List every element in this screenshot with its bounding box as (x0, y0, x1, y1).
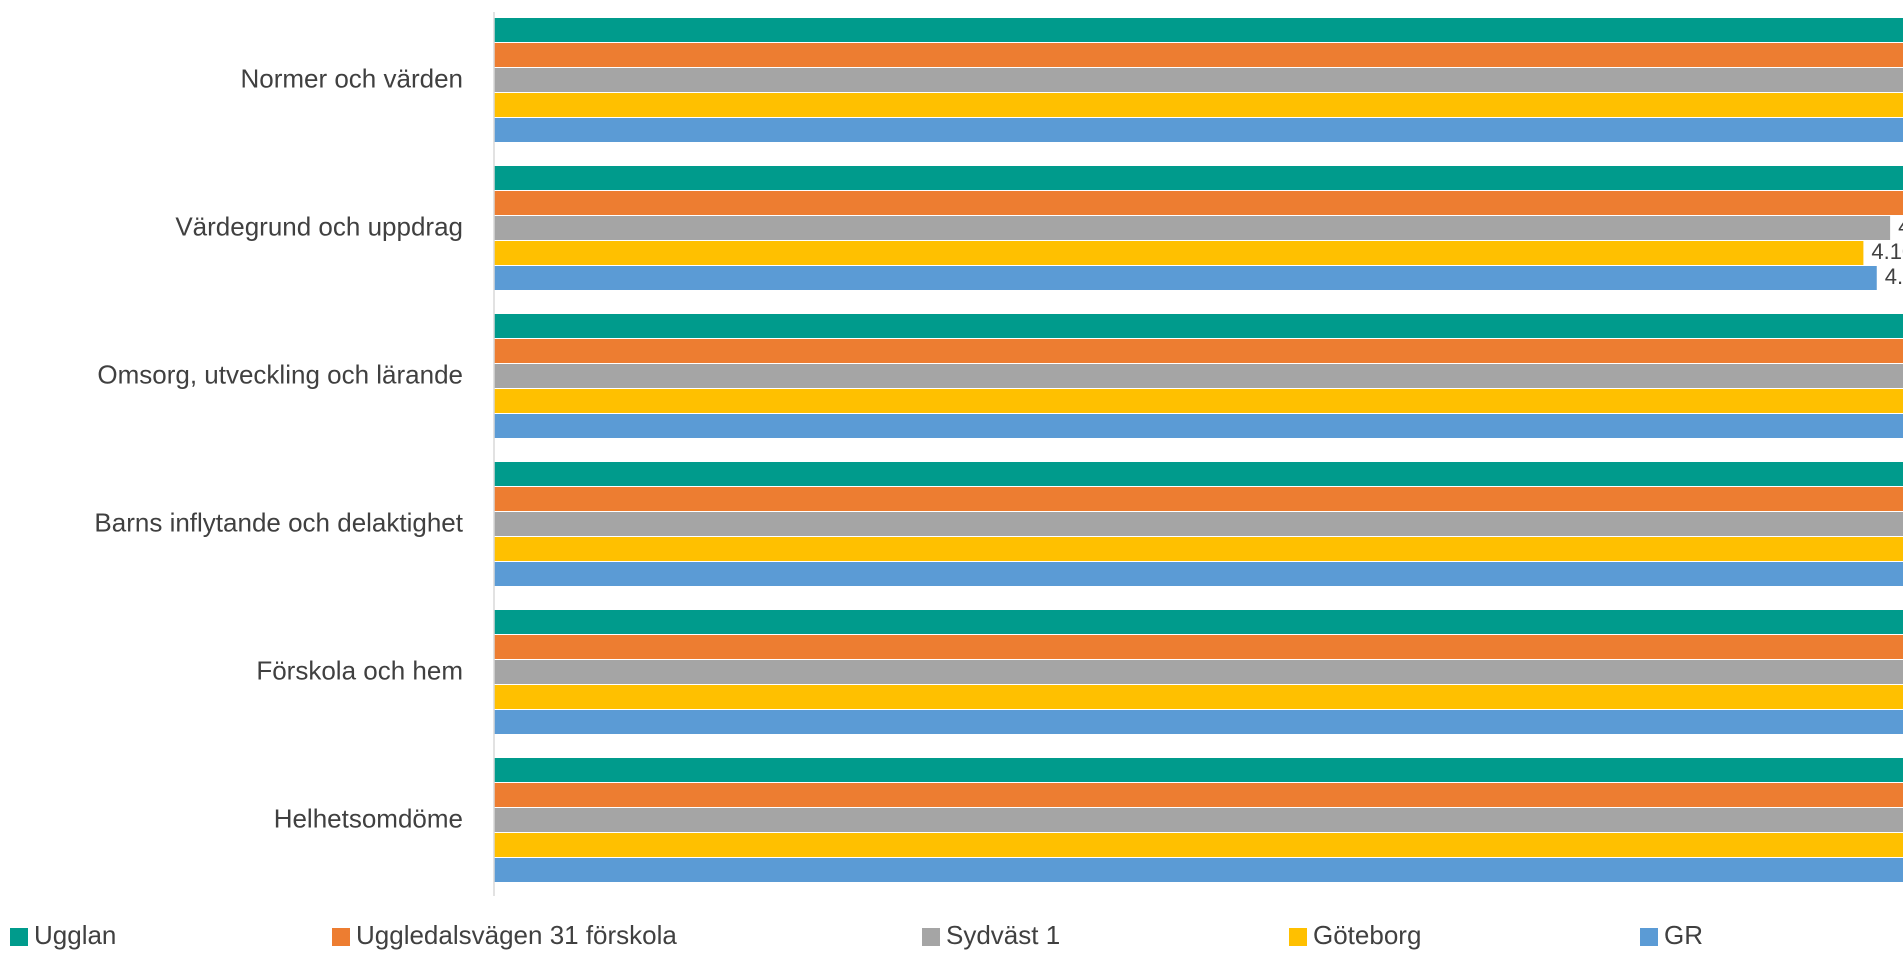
legend-label: Ugglan (34, 920, 116, 950)
legend-label: Sydväst 1 (946, 920, 1060, 950)
bar (494, 537, 1903, 561)
legend-item: Ugglan (10, 920, 116, 950)
value-labels: 4.954.684.414.374.394.734.444.184.104.14… (1871, 214, 1903, 289)
bar (494, 118, 1903, 142)
bar (494, 833, 1903, 857)
bar (494, 758, 1903, 782)
legend-label: Uggledalsvägen 31 förskola (356, 920, 677, 950)
bar (494, 166, 1903, 190)
legend-item: Sydväst 1 (922, 920, 1060, 950)
bar (494, 339, 1903, 363)
legend-swatch (332, 928, 350, 946)
bar (494, 389, 1903, 413)
legend-label: Göteborg (1313, 920, 1421, 950)
bars-layer (494, 18, 1903, 882)
bar (494, 710, 1903, 734)
value-label: 4.14 (1885, 264, 1903, 289)
bar (494, 364, 1903, 388)
bar (494, 216, 1891, 240)
bar (494, 660, 1903, 684)
legend-label: GR (1664, 920, 1703, 950)
bar (494, 414, 1903, 438)
legend-swatch (922, 928, 940, 946)
legend-item: GR (1640, 920, 1703, 950)
legend-swatch (1640, 928, 1658, 946)
bar (494, 562, 1903, 586)
bar (494, 68, 1903, 92)
legend-item: Göteborg (1289, 920, 1421, 950)
bar (494, 191, 1903, 215)
bar (494, 635, 1903, 659)
bar (494, 512, 1903, 536)
bar (494, 266, 1877, 290)
category-labels: Normer och värden Värdegrund och uppdrag O… (94, 63, 463, 833)
value-label: 4.18 (1898, 214, 1903, 239)
category-label: Helhetsomdöme (274, 803, 463, 833)
legend-swatch (10, 928, 28, 946)
bar (494, 241, 1864, 265)
bar (494, 43, 1903, 67)
bar (494, 93, 1903, 117)
bar (494, 487, 1903, 511)
category-label: Förskola och hem (256, 655, 463, 685)
bar (494, 314, 1903, 338)
bar (494, 685, 1903, 709)
legend-item: Uggledalsvägen 31 förskola (332, 920, 677, 950)
category-label: Omsorg, utveckling och lärande (97, 359, 463, 389)
bar (494, 858, 1903, 882)
bar (494, 18, 1903, 42)
bar (494, 610, 1903, 634)
category-label: Normer och värden (240, 63, 463, 93)
category-label: Värdegrund och uppdrag (175, 211, 463, 241)
value-label: 4.10 (1871, 239, 1903, 264)
category-label: Barns inflytande och delaktighet (94, 507, 463, 537)
legend-swatch (1289, 928, 1307, 946)
legend: Ugglan Uggledalsvägen 31 förskola Sydväst … (10, 920, 1703, 950)
bar (494, 462, 1903, 486)
bar (494, 783, 1903, 807)
bar (494, 808, 1903, 832)
